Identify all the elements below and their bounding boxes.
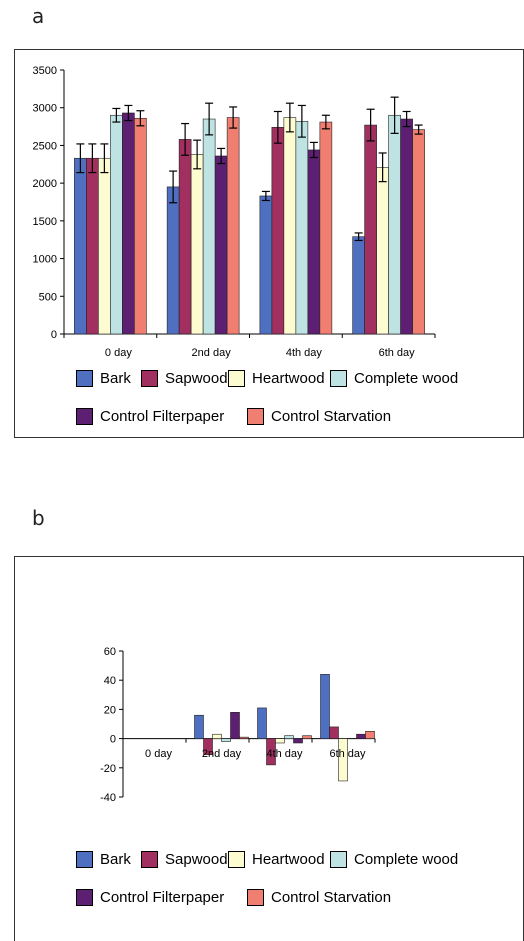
- legend-swatch: [247, 408, 264, 425]
- legend-item-control-filterpaper: Control Filterpaper: [76, 889, 224, 906]
- legend-item-control-starvation: Control Starvation: [247, 408, 391, 425]
- legend-swatch: [247, 889, 264, 906]
- y-tick-label: 2000: [33, 178, 57, 190]
- x-tick-label: 6th day: [379, 347, 416, 359]
- legend-label: Bark: [100, 851, 131, 868]
- legend-swatch: [141, 370, 158, 387]
- y-tick-label: -20: [100, 763, 116, 775]
- x-tick-label: 4th day: [286, 347, 323, 359]
- legend-label: Complete wood: [354, 851, 459, 868]
- y-tick-label: 60: [104, 646, 116, 658]
- x-tick-label: 4th day: [266, 748, 303, 760]
- bar-control-filterpaper-4th-day: [293, 738, 303, 744]
- legend-label: Control Starvation: [271, 889, 392, 906]
- legend-label: Sapwood: [165, 370, 228, 387]
- legend-item-control-filterpaper: Control Filterpaper: [76, 408, 224, 425]
- legend-swatch: [330, 851, 347, 868]
- y-tick-label: -40: [100, 792, 116, 804]
- legend-swatch: [76, 408, 93, 425]
- legend-item-complete-wood: Complete wood: [330, 851, 458, 868]
- legend-item-complete-wood: Complete wood: [330, 370, 458, 387]
- chart-panel-b: -40 -20 0 20 40 60 0 day 2nd day 4th day 6th day …: [14, 556, 524, 941]
- legend-label: Control Starvation: [271, 408, 392, 425]
- chart-a-svg: 0 500 1000 1500 2000 2500 3000 3500 0 day 2nd day…: [33, 65, 436, 359]
- y-tick-label: 500: [39, 291, 57, 303]
- chart-panel-a: 0 500 1000 1500 2000 2500 3000 3500 0 day 2nd day…: [14, 49, 524, 438]
- legend-item-heartwood: Heartwood: [228, 851, 325, 868]
- legend-item-control-starvation: Control Starvation: [247, 889, 391, 906]
- legend-label: Sapwood: [165, 851, 228, 868]
- legend-item-bark: Bark: [76, 370, 131, 387]
- legend-swatch: [228, 370, 245, 387]
- legend-swatch: [141, 851, 158, 868]
- x-tick-label: 6th day: [329, 748, 366, 760]
- legend-item-heartwood: Heartwood: [228, 370, 325, 387]
- bar-heartwood-4th-day: [275, 738, 285, 744]
- y-tick-label: 20: [104, 704, 116, 716]
- legend-label: Complete wood: [354, 370, 459, 387]
- legend-swatch: [76, 889, 93, 906]
- x-tick-label: 2nd day: [202, 748, 242, 760]
- legend-a: Bark Sapwood Heartwood Complete wood Control…: [15, 50, 523, 437]
- y-tick-label: 0: [110, 734, 116, 746]
- bar-sapwood-6th-day: [329, 726, 339, 739]
- x-tick-label: 0 day: [105, 347, 132, 359]
- y-tick-label: 3500: [33, 65, 57, 77]
- y-tick-label: 40: [104, 675, 116, 687]
- legend-swatch: [76, 851, 93, 868]
- bar-bark-2nd-day: [194, 714, 204, 739]
- legend-label: Control Filterpaper: [100, 889, 225, 906]
- bar-heartwood-2nd-day: [212, 733, 222, 739]
- legend-item-sapwood: Sapwood: [141, 851, 228, 868]
- legend-swatch: [228, 851, 245, 868]
- bar-complete-wood-2nd-day: [221, 738, 231, 742]
- bar-sapwood-2nd-day: [203, 738, 213, 755]
- legend-b: Bark Sapwood Heartwood Complete wood Control…: [15, 557, 523, 941]
- y-tick-label: 1500: [33, 216, 57, 228]
- y-tick-label: 0: [51, 329, 57, 341]
- legend-label: Heartwood: [252, 851, 325, 868]
- legend-item-bark: Bark: [76, 851, 131, 868]
- y-tick-label: 1000: [33, 254, 57, 266]
- bar-control-starvation-4th-day: [302, 735, 312, 739]
- bar-complete-wood-4th-day: [284, 735, 294, 739]
- y-tick-label: 3000: [33, 103, 57, 115]
- bar-control-filterpaper-2nd-day: [230, 712, 240, 739]
- legend-label: Bark: [100, 370, 131, 387]
- bar-sapwood-4th-day: [266, 738, 276, 766]
- legend-label: Control Filterpaper: [100, 408, 225, 425]
- legend-swatch: [330, 370, 347, 387]
- bar-control-starvation-6th-day: [365, 731, 375, 739]
- bar-bark-6th-day: [320, 674, 330, 739]
- y-tick-label: 2500: [33, 140, 57, 152]
- x-tick-label: 0 day: [145, 748, 172, 760]
- x-tick-label: 2nd day: [192, 347, 232, 359]
- legend-swatch: [76, 370, 93, 387]
- bar-heartwood-6th-day: [338, 738, 348, 782]
- legend-label: Heartwood: [252, 370, 325, 387]
- bar-control-starvation-2nd-day: [239, 736, 249, 739]
- legend-item-sapwood: Sapwood: [141, 370, 228, 387]
- panel-letter-b: b: [32, 506, 45, 530]
- panel-letter-a: a: [32, 4, 45, 28]
- chart-b-svg: -40 -20 0 20 40 60 0 day 2nd day 4th day 6th day: [100, 646, 376, 804]
- bar-bark-4th-day: [257, 707, 267, 739]
